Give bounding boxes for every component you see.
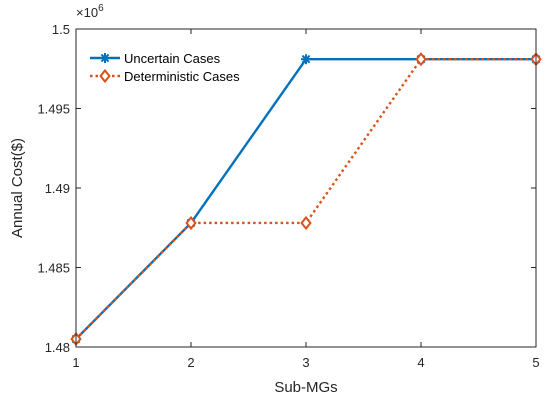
- exponent-power: 6: [98, 3, 104, 14]
- legend-label: Uncertain Cases: [124, 51, 221, 66]
- data-point: [301, 54, 311, 65]
- legend-box: [85, 44, 255, 90]
- exponent-base: ×10: [76, 5, 98, 20]
- data-point: [185, 215, 197, 231]
- y-ticks: 1.48 1.485 1.49 1.495 1.5: [37, 22, 536, 355]
- marker-stroke: [301, 54, 311, 64]
- legend-marker: [100, 53, 110, 63]
- legend-marker: [99, 68, 111, 84]
- x-tick-label: 2: [187, 355, 194, 370]
- legend-entry: Uncertain Cases: [90, 51, 221, 66]
- x-axis-label: Sub-MGs: [274, 379, 337, 396]
- legend-entry: Deterministic Cases: [90, 68, 240, 84]
- y-exponent-label: ×106: [76, 3, 104, 20]
- data-point: [415, 52, 427, 67]
- y-axis-label: Annual Cost($): [9, 138, 26, 238]
- data-point: [300, 215, 312, 231]
- legend: Uncertain Cases Deterministic Cases: [85, 44, 255, 90]
- x-tick-label: 1: [72, 355, 79, 370]
- y-tick-label: 1.495: [37, 102, 70, 117]
- y-tick-label: 1.485: [37, 261, 70, 276]
- x-tick-label: 3: [302, 355, 309, 370]
- x-tick-label: 4: [417, 355, 424, 370]
- x-ticks: 1 2 3 4 5: [72, 29, 540, 370]
- legend-label: Deterministic Cases: [124, 69, 240, 84]
- y-tick-label: 1.5: [52, 22, 70, 37]
- x-tick-label: 5: [532, 355, 539, 370]
- marker-stroke: [100, 53, 110, 63]
- y-tick-label: 1.48: [45, 340, 70, 355]
- legend-entries: Uncertain Cases Deterministic Cases: [90, 51, 240, 84]
- y-tick-label: 1.49: [45, 181, 70, 196]
